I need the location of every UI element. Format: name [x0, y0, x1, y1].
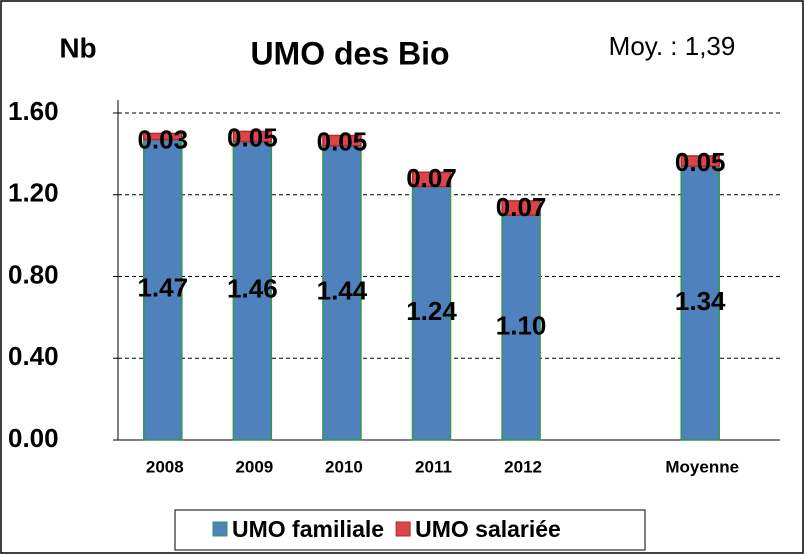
data-label: 0.07 — [496, 192, 547, 222]
x-tick-label: 2011 — [415, 457, 452, 476]
x-tick-label: 2010 — [325, 457, 363, 476]
annotation: Moy. : 1,39 — [609, 31, 736, 61]
y-tick-label: 0.80 — [8, 259, 59, 289]
data-label: 1.47 — [137, 273, 188, 303]
bar-segment — [322, 134, 362, 147]
y-tick-label: 0.00 — [8, 423, 59, 453]
bar-segment — [501, 214, 541, 441]
y-tick-label: 0.40 — [8, 341, 59, 371]
y-axis-label: Nb — [59, 32, 96, 63]
legend-swatch — [395, 521, 411, 537]
y-tick-label: 1.60 — [8, 96, 59, 126]
x-tick-label: 2009 — [235, 457, 273, 476]
bar-segment — [411, 185, 452, 441]
legend-label: UMO familiale — [232, 516, 384, 542]
x-tick-label: 2012 — [504, 457, 542, 476]
bar-segment — [322, 144, 362, 441]
bar-segment — [411, 171, 452, 188]
data-label: 1.24 — [406, 296, 457, 326]
bar-segment — [680, 165, 720, 441]
y-tick-label: 1.20 — [8, 178, 59, 208]
legend-swatch — [212, 521, 228, 537]
data-label: 1.10 — [496, 310, 547, 340]
bar-segment — [232, 140, 273, 441]
data-label: 0.05 — [675, 147, 726, 177]
data-label: 0.05 — [227, 122, 278, 152]
data-label: 0.07 — [406, 163, 457, 193]
chart-title: UMO des Bio — [250, 35, 449, 71]
x-tick-label: Moyenne — [665, 457, 739, 476]
bar-segment — [143, 132, 183, 141]
bar-segment — [680, 155, 720, 167]
x-tick-label: 2008 — [146, 457, 184, 476]
legend-label: UMO salariée — [415, 516, 561, 542]
data-label: 1.44 — [317, 276, 368, 306]
data-label: 0.05 — [317, 126, 368, 156]
data-label: 1.46 — [227, 274, 278, 304]
data-label: 0.03 — [137, 124, 188, 154]
data-label: 1.34 — [675, 286, 726, 316]
bar-segment — [501, 200, 541, 216]
bar-segment — [232, 130, 273, 143]
